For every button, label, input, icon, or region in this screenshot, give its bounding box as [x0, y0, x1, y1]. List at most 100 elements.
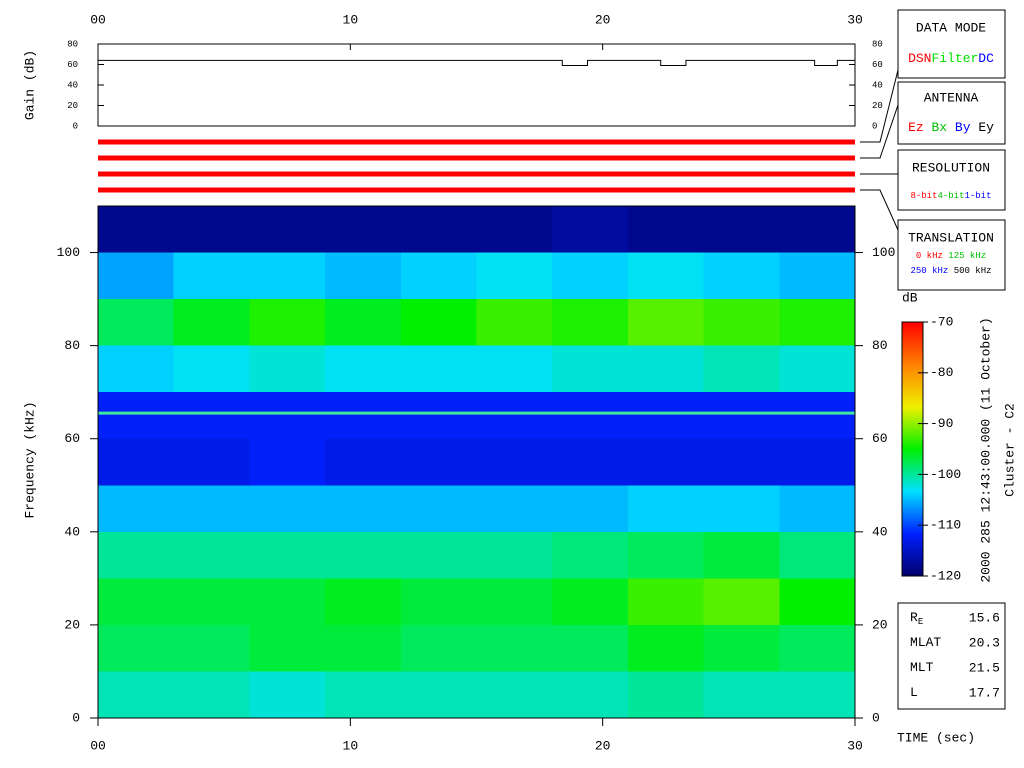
spectrogram-cell — [98, 671, 174, 718]
spectrogram-cell — [173, 252, 250, 300]
spectrogram-cell — [703, 438, 780, 486]
colorbar — [901, 321, 924, 577]
spectrogram-cell — [98, 252, 174, 300]
spectrogram-cell — [400, 671, 477, 718]
spectrogram-cell — [325, 206, 401, 253]
spectrogram-cell — [476, 485, 553, 532]
panel-translation — [897, 219, 1006, 291]
spectrogram-cell — [703, 578, 780, 625]
panel-items: 0 kHz 125 kHz — [916, 251, 986, 261]
spectrogram-cell — [325, 531, 401, 579]
item: Filter — [931, 51, 978, 66]
colorbar-tick-label: -120 — [930, 568, 961, 583]
x-tick-label: 20 — [595, 12, 611, 27]
connectors — [860, 69, 899, 231]
spectrogram-cell — [98, 345, 174, 393]
info-label-text: L — [910, 685, 918, 700]
spectrogram-cell — [173, 531, 250, 579]
panel-items: Ez Bx By Ey — [908, 120, 994, 135]
spectrogram-cell — [98, 578, 174, 625]
info-label-text: R — [910, 610, 918, 625]
panel-title: RESOLUTION — [912, 160, 990, 175]
spectrogram-cell — [703, 252, 780, 300]
item: 125 kHz — [948, 251, 986, 261]
y-tick-label: 60 — [67, 60, 78, 70]
item: 1-bit — [965, 191, 992, 201]
spectrogram-cell — [249, 485, 326, 532]
spectrogram-cell — [552, 345, 628, 393]
y-tick-label: 20 — [872, 617, 888, 632]
panel-title: DATA MODE — [916, 20, 986, 35]
spectrogram-cell — [779, 485, 855, 532]
info-label-sub: E — [918, 617, 923, 627]
spectrogram-cell — [249, 671, 326, 718]
gain-line — [98, 59, 855, 67]
spectrogram-cell — [98, 206, 174, 253]
y-tick-label: 0 — [72, 710, 80, 725]
item: DSN — [908, 51, 931, 66]
spectrogram-cell — [703, 531, 780, 579]
item: 0 kHz — [916, 251, 943, 261]
item: 500 kHz — [954, 266, 992, 276]
gain-frame — [97, 43, 856, 127]
spectrogram-cell — [779, 392, 855, 439]
spectrogram-cell — [476, 671, 553, 718]
colorbar-tick-label: -80 — [930, 365, 953, 380]
panel-items: DSNFilterDC — [908, 51, 994, 66]
spectrogram-cell — [98, 624, 174, 672]
spectrogram-cell — [98, 485, 174, 532]
spectrogram-cell — [173, 345, 250, 393]
spectrogram-cell — [476, 438, 553, 486]
spectrogram-cell — [627, 671, 704, 718]
item: By — [955, 120, 971, 135]
info-box — [897, 602, 1006, 710]
spectrogram-cell — [325, 252, 401, 300]
item: 250 kHz — [910, 266, 948, 276]
spectrogram-cell — [552, 299, 628, 346]
y-tick-label: 80 — [872, 39, 883, 49]
spectrogram-cell — [627, 624, 704, 672]
spectrogram-cell — [249, 345, 326, 393]
spectrogram-cell — [249, 392, 326, 439]
spectrogram-cell — [476, 578, 553, 625]
spectrogram-cell — [325, 299, 401, 346]
info-value: 20.3 — [969, 635, 1000, 650]
spectrogram-cell — [779, 578, 855, 625]
spectrogram-cell — [325, 485, 401, 532]
spectrogram-cell — [249, 438, 326, 486]
y-tick-label: 100 — [57, 245, 80, 260]
spectrogram-cell — [400, 485, 477, 532]
y-tick-label: 20 — [67, 101, 78, 111]
spectrogram-cell — [476, 345, 553, 393]
spectrogram-cell — [325, 438, 401, 486]
side-text: Cluster - C2 — [1002, 403, 1017, 497]
spectrogram-cell — [703, 345, 780, 393]
y-tick-label: 80 — [872, 338, 888, 353]
spectrogram-cell — [779, 206, 855, 253]
spectrogram-cell — [703, 671, 780, 718]
spectrogram-cell — [552, 392, 628, 439]
panel-items: 8-bit4-bit1-bit — [910, 191, 991, 201]
spectrogram-cell — [249, 624, 326, 672]
y-tick-label: 80 — [64, 338, 80, 353]
y-axis-label: Gain (dB) — [22, 50, 37, 120]
item: Ez — [908, 120, 924, 135]
spectrogram-cell — [627, 206, 704, 253]
spectrogram-cell — [173, 438, 250, 486]
panel-title: TRANSLATION — [908, 230, 994, 245]
spectrogram-cell — [173, 299, 250, 346]
x-tick-label: 10 — [343, 738, 359, 753]
spectrogram-cell — [552, 531, 628, 579]
colorbar-tick-label: -90 — [930, 416, 953, 431]
panel-items: 250 kHz 500 kHz — [910, 266, 991, 276]
spectrogram-cell — [779, 624, 855, 672]
x-tick-label: 00 — [90, 738, 106, 753]
item: Bx — [931, 120, 947, 135]
panel-data-mode — [897, 9, 1006, 79]
spectrogram-cell — [249, 578, 326, 625]
spectrogram-cell — [400, 392, 477, 439]
spectrogram-cell — [703, 624, 780, 672]
spectrogram-cell — [779, 252, 855, 300]
spectrogram-cell — [325, 624, 401, 672]
spectrogram-cell — [627, 438, 704, 486]
